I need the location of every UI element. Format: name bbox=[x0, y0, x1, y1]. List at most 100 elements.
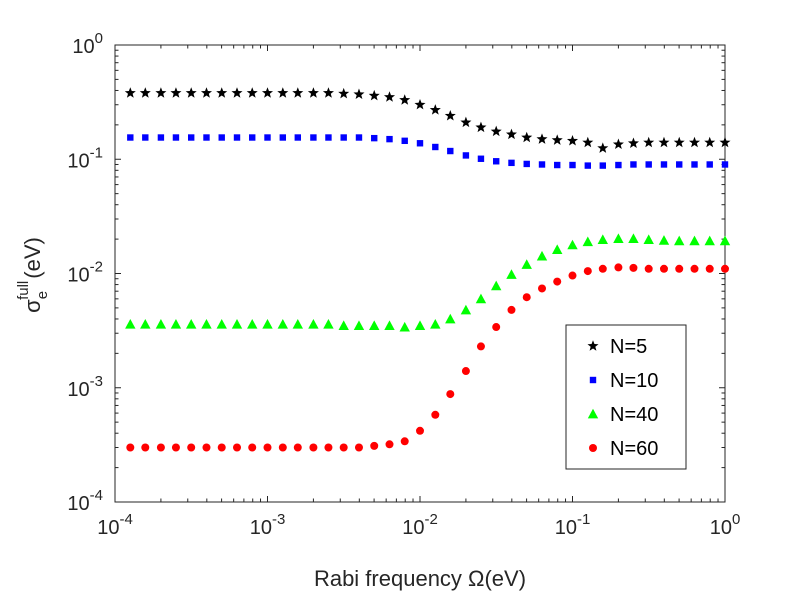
y-tick-label: 100 bbox=[72, 30, 103, 58]
data-point bbox=[704, 235, 715, 246]
data-point bbox=[264, 134, 271, 141]
data-point bbox=[630, 161, 637, 168]
data-point bbox=[188, 134, 195, 141]
data-point bbox=[233, 134, 241, 141]
data-point bbox=[386, 135, 393, 143]
data-point bbox=[719, 235, 731, 246]
data-point bbox=[323, 318, 334, 329]
data-point bbox=[645, 161, 652, 168]
data-point bbox=[721, 161, 729, 168]
data-point bbox=[277, 318, 289, 329]
y-tick-label: 10-2 bbox=[67, 259, 103, 287]
data-point bbox=[248, 443, 257, 452]
data-point bbox=[216, 318, 227, 329]
data-point bbox=[431, 410, 440, 419]
y-tick-label: 10-1 bbox=[67, 144, 103, 172]
data-point bbox=[430, 318, 441, 329]
data-point bbox=[492, 323, 501, 332]
data-point bbox=[659, 264, 668, 273]
data-point bbox=[477, 155, 485, 162]
ticks-layer bbox=[114, 44, 726, 503]
data-point bbox=[186, 318, 197, 329]
data-point bbox=[139, 87, 151, 98]
data-point bbox=[721, 264, 729, 273]
data-point bbox=[217, 443, 226, 452]
data-point bbox=[597, 142, 609, 153]
data-point bbox=[582, 136, 594, 148]
data-point bbox=[521, 259, 532, 269]
data-point bbox=[506, 269, 517, 279]
data-point bbox=[475, 121, 487, 133]
data-point bbox=[126, 443, 135, 452]
data-point bbox=[688, 136, 701, 148]
data-point bbox=[249, 134, 256, 141]
data-point bbox=[371, 134, 378, 142]
data-point bbox=[414, 98, 426, 110]
data-point bbox=[170, 87, 182, 98]
data-point bbox=[658, 136, 670, 148]
data-point bbox=[706, 161, 713, 168]
data-point bbox=[643, 234, 654, 245]
data-point bbox=[704, 136, 716, 148]
data-point bbox=[370, 441, 379, 450]
data-point bbox=[553, 277, 562, 286]
data-point bbox=[491, 280, 502, 291]
data-point bbox=[414, 320, 426, 331]
data-point bbox=[310, 134, 317, 141]
data-point bbox=[644, 264, 653, 273]
data-point bbox=[383, 91, 396, 102]
data-point bbox=[156, 443, 165, 452]
data-point bbox=[293, 443, 302, 452]
data-point bbox=[309, 443, 318, 452]
data-point bbox=[538, 161, 546, 168]
data-point bbox=[658, 235, 670, 245]
data-point bbox=[368, 89, 380, 101]
data-point bbox=[507, 305, 516, 314]
legend-label: N=40 bbox=[610, 404, 658, 426]
data-point bbox=[568, 271, 577, 280]
data-point bbox=[475, 293, 487, 304]
data-point bbox=[203, 134, 210, 141]
data-point bbox=[583, 267, 592, 276]
data-point bbox=[691, 161, 698, 168]
data-point bbox=[447, 147, 454, 155]
legend-marker bbox=[587, 340, 599, 351]
data-point bbox=[538, 284, 547, 293]
x-tick-label: 10-4 bbox=[97, 511, 133, 539]
data-point bbox=[216, 87, 228, 98]
tick-labels: 10-4 10-3 10-2 10-1 100 10-4 10-3 10-2 10-1 100 bbox=[67, 30, 740, 539]
y-axis-subscript: e bbox=[34, 291, 51, 299]
marks-layer bbox=[124, 87, 731, 452]
data-point bbox=[551, 134, 563, 145]
legend-label: N=5 bbox=[610, 336, 647, 358]
data-point bbox=[612, 138, 624, 150]
data-point bbox=[569, 161, 576, 169]
data-point bbox=[157, 134, 165, 141]
data-point bbox=[262, 318, 273, 329]
data-point bbox=[429, 104, 441, 115]
data-point bbox=[187, 443, 196, 452]
data-point bbox=[324, 443, 333, 452]
data-point bbox=[719, 136, 731, 148]
data-point bbox=[552, 244, 563, 254]
data-point bbox=[567, 239, 578, 250]
legend: N=5 N=10 N=40 N=60 bbox=[565, 324, 687, 470]
x-tick-label: 10-3 bbox=[250, 511, 286, 539]
data-point bbox=[674, 235, 685, 246]
y-axis-title: σefull (eV) bbox=[15, 237, 51, 313]
data-point bbox=[369, 320, 380, 331]
data-point bbox=[246, 87, 258, 98]
data-point bbox=[279, 134, 287, 141]
data-point bbox=[493, 158, 500, 165]
y-axis-superscript: full bbox=[15, 281, 32, 300]
data-point bbox=[140, 318, 151, 329]
data-point bbox=[355, 134, 363, 141]
data-point bbox=[582, 236, 594, 247]
legend-label: N=60 bbox=[610, 438, 658, 460]
data-point bbox=[676, 161, 683, 168]
data-point bbox=[322, 87, 334, 98]
legend-marker bbox=[589, 444, 597, 452]
data-point bbox=[277, 87, 289, 98]
data-point bbox=[505, 128, 517, 140]
series-N=5 bbox=[124, 87, 731, 153]
